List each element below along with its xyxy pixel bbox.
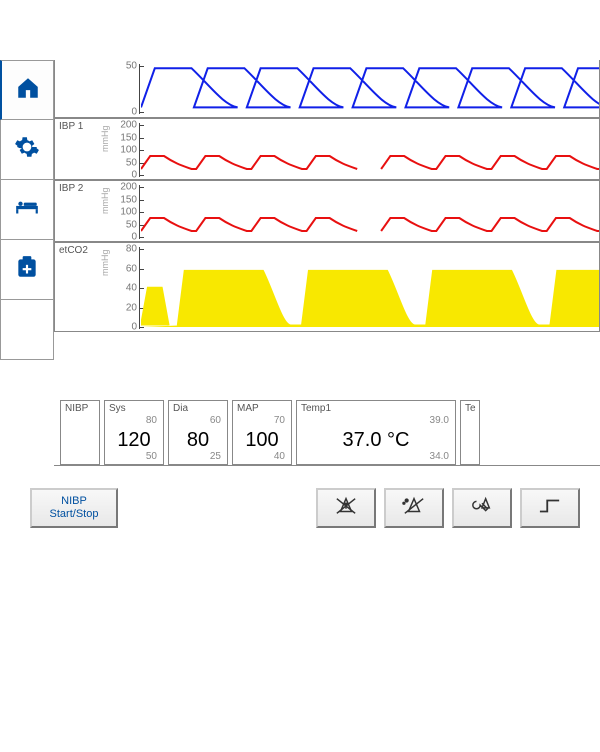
alarm-setup-button[interactable] xyxy=(452,488,512,528)
waveform-ibp1: IBP 1 mmHg050100150200 xyxy=(54,118,600,180)
waveform-ibp1-label: IBP 1 xyxy=(59,121,83,132)
temp1-box-value: 37.0 °C xyxy=(297,429,455,452)
home-icon xyxy=(15,75,41,106)
monitor-button[interactable] xyxy=(0,300,54,360)
waveform-pleth: 050 xyxy=(54,60,600,118)
patient-button[interactable] xyxy=(0,180,54,240)
bed-icon xyxy=(14,194,40,225)
waveform-ibp2: IBP 2 mmHg050100150200 xyxy=(54,180,600,242)
waveform-ibp1-plot xyxy=(141,119,599,179)
sys-box-min: 50 xyxy=(146,451,157,462)
alarm-off-button[interactable] xyxy=(316,488,376,528)
map-box-max: 70 xyxy=(274,415,285,426)
dia-box: Dia 60 8025 xyxy=(168,400,228,465)
waveform-etco2-plot xyxy=(141,243,599,331)
sys-box-max: 80 xyxy=(146,415,157,426)
dia-box-min: 25 xyxy=(210,451,221,462)
waveform-etco2-unit: mmHg xyxy=(100,250,110,277)
pulse-step-icon xyxy=(537,495,563,520)
home-button[interactable] xyxy=(0,60,54,120)
sidebar xyxy=(0,60,54,465)
temp1-box-label: Temp1 xyxy=(301,403,331,414)
monitor-icon xyxy=(14,314,40,345)
waveform-button[interactable] xyxy=(520,488,580,528)
gear-icon xyxy=(14,134,40,165)
nibp-start-stop-button[interactable]: NIBP Start/Stop xyxy=(30,488,118,528)
waveform-etco2: etCO2 mmHg020406080 xyxy=(54,242,600,332)
alarm-mute-icon xyxy=(401,495,427,520)
waveform-ibp2-yticks: 050100150200 xyxy=(111,181,137,241)
sys-box-label: Sys xyxy=(109,403,126,414)
alarm-tool-icon xyxy=(469,495,495,520)
settings-button[interactable] xyxy=(0,120,54,180)
temp1-box-max: 39.0 xyxy=(430,415,449,426)
vitals-row: NIBPSys8012050Dia608025MAP7010040Temp139… xyxy=(60,400,600,465)
map-box-value: 100 xyxy=(233,429,291,452)
dia-box-label: Dia xyxy=(173,403,188,414)
temp1-box-min: 34.0 xyxy=(430,451,449,462)
alarm-mute-button[interactable] xyxy=(384,488,444,528)
waveform-ibp2-label: IBP 2 xyxy=(59,183,83,194)
sys-box: Sys 80 12050 xyxy=(104,400,164,465)
doctor-icon xyxy=(14,254,40,285)
dia-box-value: 80 xyxy=(169,429,227,452)
waveform-ibp2-plot xyxy=(141,181,599,241)
temp1-box: Temp1 39.0 37.0 °C34.0 xyxy=(296,400,456,465)
alarm-off-icon xyxy=(333,495,359,520)
waveform-pleth-plot xyxy=(141,60,599,117)
waveform-pleth-yticks: 050 xyxy=(111,60,137,117)
map-box-label: MAP xyxy=(237,403,259,414)
waveforms-area: 050IBP 1mmHg050100150200IBP 2mmHg0501001… xyxy=(54,60,600,332)
map-box: MAP 70 10040 xyxy=(232,400,292,465)
buttons-row: NIBP Start/Stop xyxy=(30,485,600,530)
waveform-ibp1-yticks: 050100150200 xyxy=(111,119,137,179)
waveform-etco2-label: etCO2 xyxy=(59,245,88,256)
map-box-min: 40 xyxy=(274,451,285,462)
doctor-button[interactable] xyxy=(0,240,54,300)
temp2-box: Te xyxy=(460,400,480,465)
waveform-etco2-yticks: 020406080 xyxy=(111,243,137,331)
nibp-label: NIBP xyxy=(65,403,88,414)
monitor-screen: 050IBP 1mmHg050100150200IBP 2mmHg0501001… xyxy=(0,60,600,560)
sys-box-value: 120 xyxy=(105,429,163,452)
waveform-ibp2-unit: mmHg xyxy=(100,188,110,215)
frame-divider xyxy=(54,465,600,467)
nibp-label-box: NIBP xyxy=(60,400,100,465)
temp2-box-label: Te xyxy=(465,403,476,414)
waveform-ibp1-unit: mmHg xyxy=(100,126,110,153)
dia-box-max: 60 xyxy=(210,415,221,426)
